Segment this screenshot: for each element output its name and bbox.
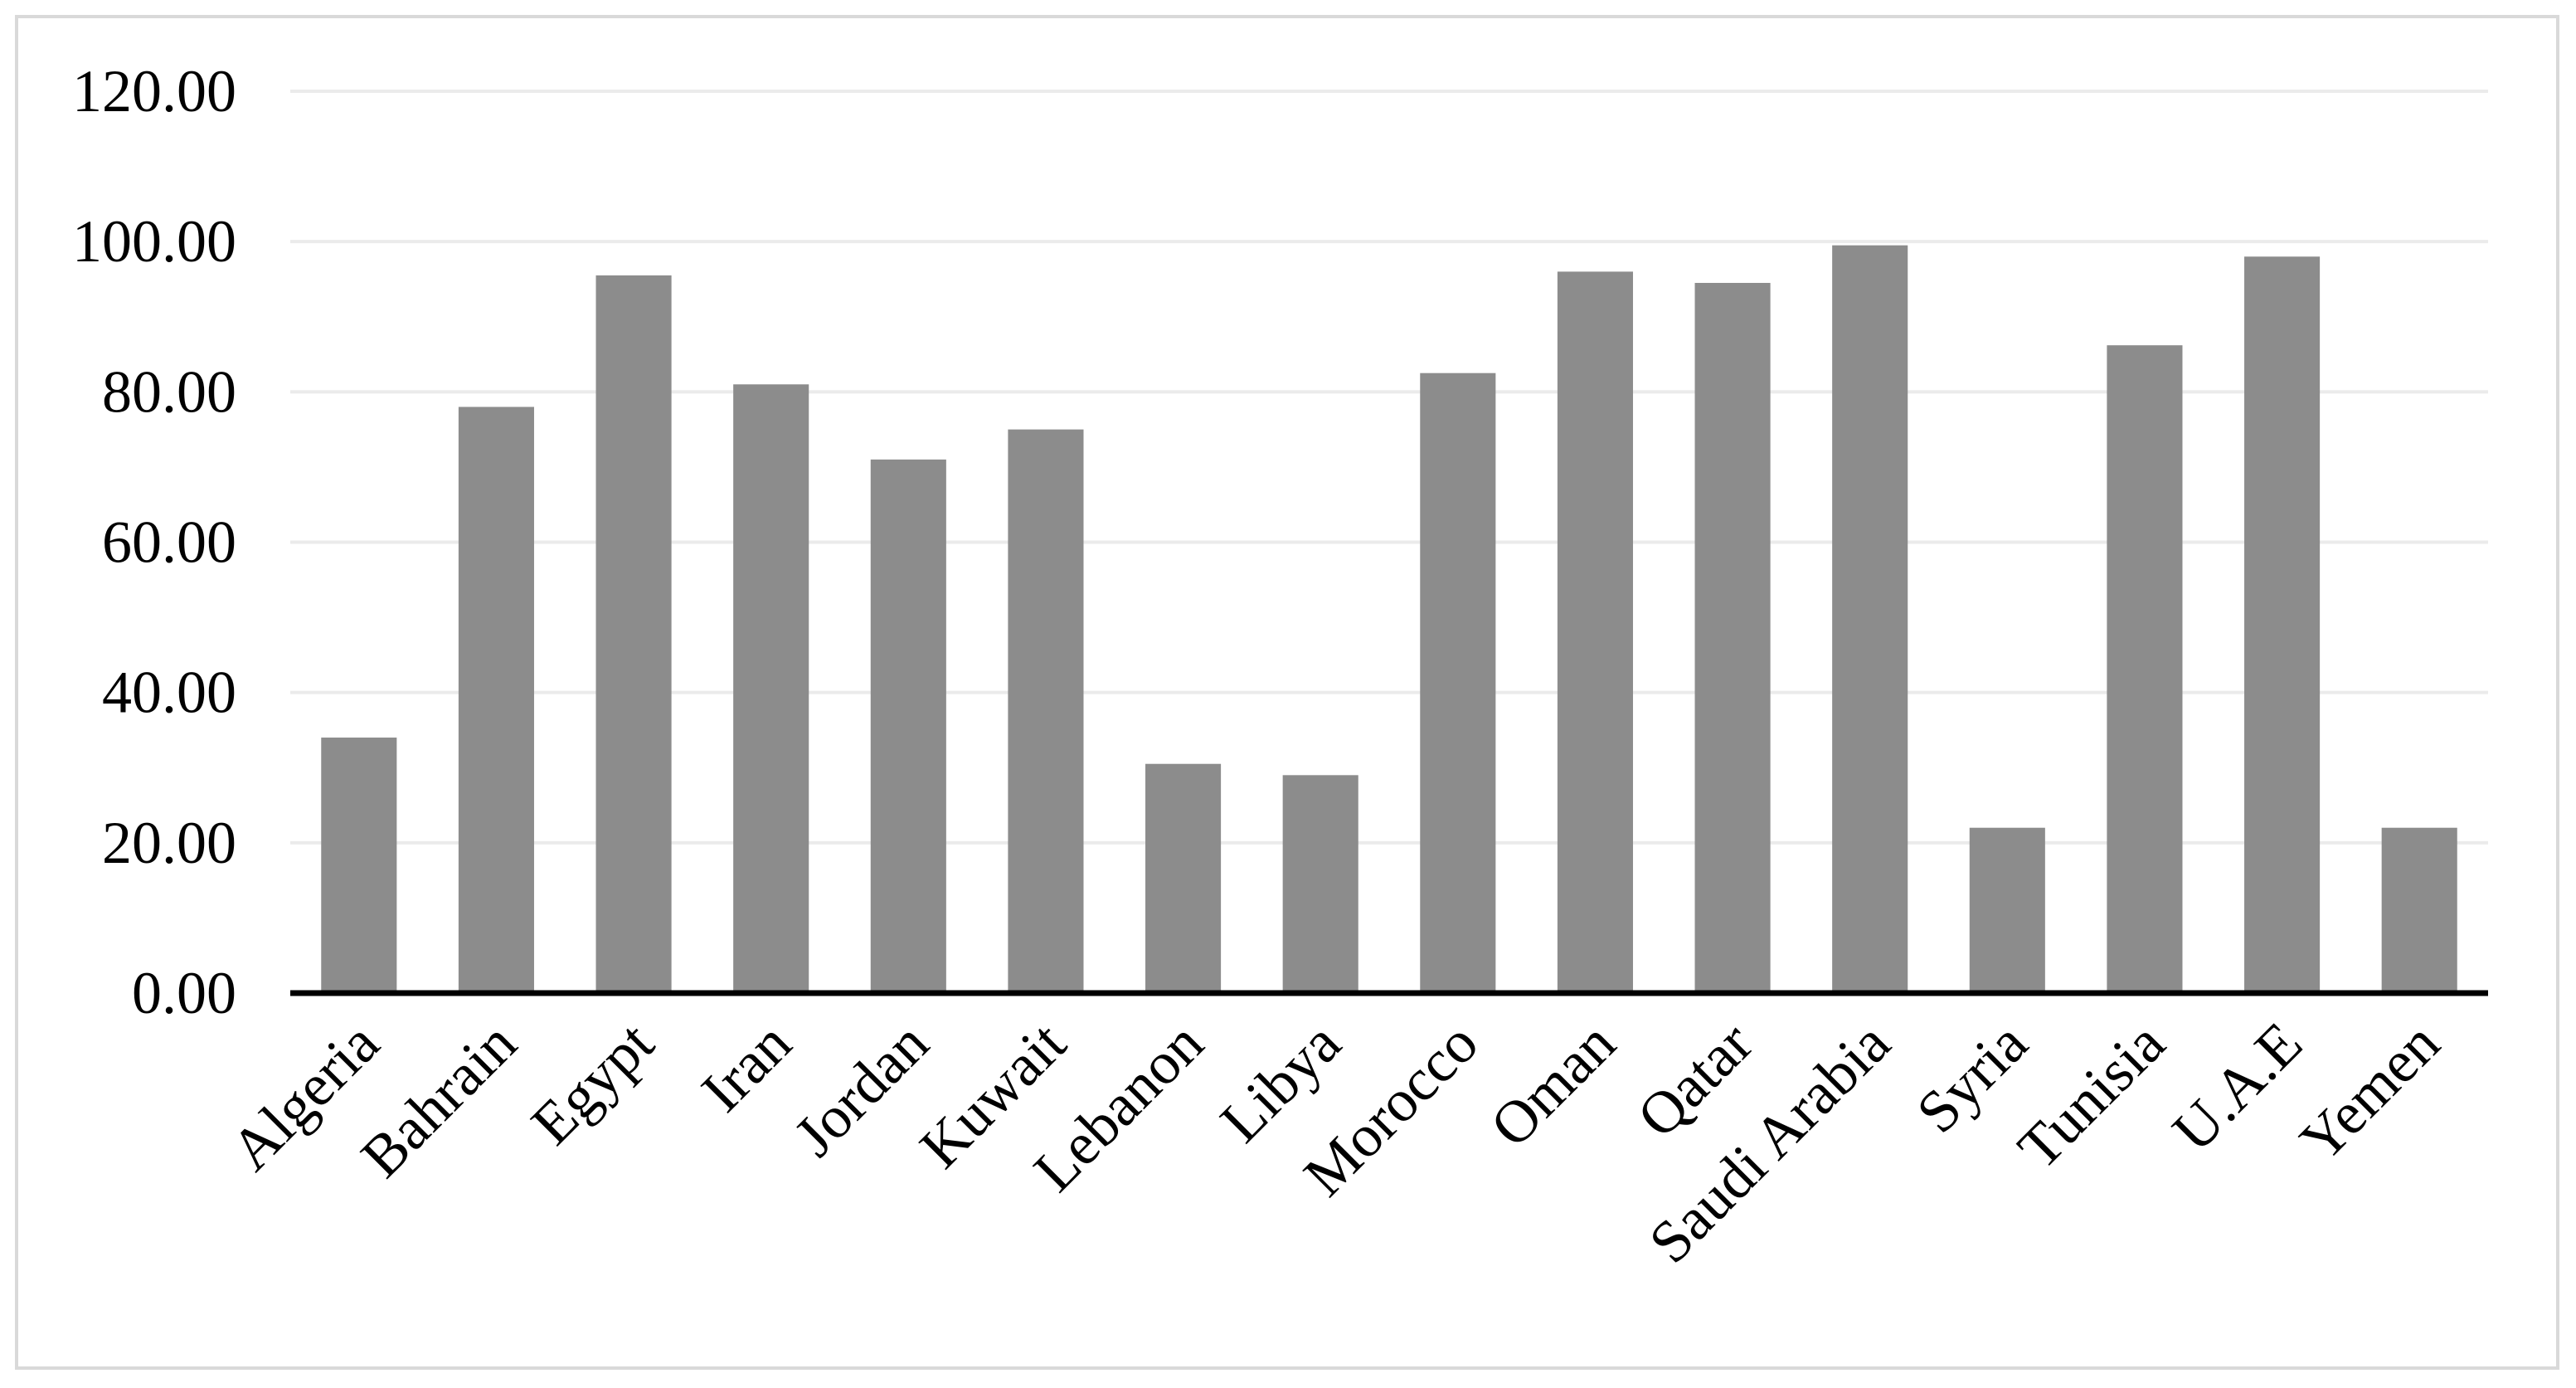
bar-qatar (1694, 282, 1771, 993)
bar-yemen (2381, 827, 2457, 993)
x-category-label: Egypt (518, 1010, 666, 1157)
bar-saudi-arabia (1832, 245, 1908, 994)
y-tick-label: 80.00 (102, 358, 236, 425)
y-tick-label: 40.00 (102, 660, 236, 726)
x-category-label: Iran (688, 1010, 804, 1125)
bar-egypt (595, 275, 672, 993)
y-tick-label: 20.00 (102, 810, 236, 876)
bar-iran (733, 384, 809, 993)
bar-morocco (1420, 373, 1496, 993)
bar-syria (1969, 827, 2045, 993)
bar-tunisia (2107, 345, 2183, 994)
x-category-label: Oman (1478, 1010, 1628, 1160)
bar-lebanon (1145, 763, 1222, 993)
bar-algeria (321, 738, 397, 993)
x-category-label: Tunisia (2005, 1010, 2177, 1181)
bar-libya (1282, 775, 1358, 993)
y-tick-label: 120.00 (72, 58, 236, 124)
x-category-label: Bahrain (348, 1010, 529, 1191)
bar-kuwait (1008, 429, 1084, 993)
y-tick-label: 60.00 (102, 509, 236, 576)
bar-jordan (870, 459, 946, 993)
y-tick-labels: 0.00 20.00 40.00 60.00 80.00 100.00 120.00 (72, 58, 236, 1026)
bar-bahrain (458, 407, 534, 993)
bar-oman (1557, 271, 1633, 993)
y-tick-label: 100.00 (72, 208, 236, 275)
x-category-label: Yemen (2287, 1010, 2452, 1174)
y-tick-label: 0.00 (132, 960, 236, 1026)
x-category-label: Jordan (781, 1010, 940, 1169)
bar-u-a-e (2244, 256, 2321, 993)
x-category-label: U.A.E (2160, 1010, 2315, 1165)
bars (321, 245, 2457, 994)
